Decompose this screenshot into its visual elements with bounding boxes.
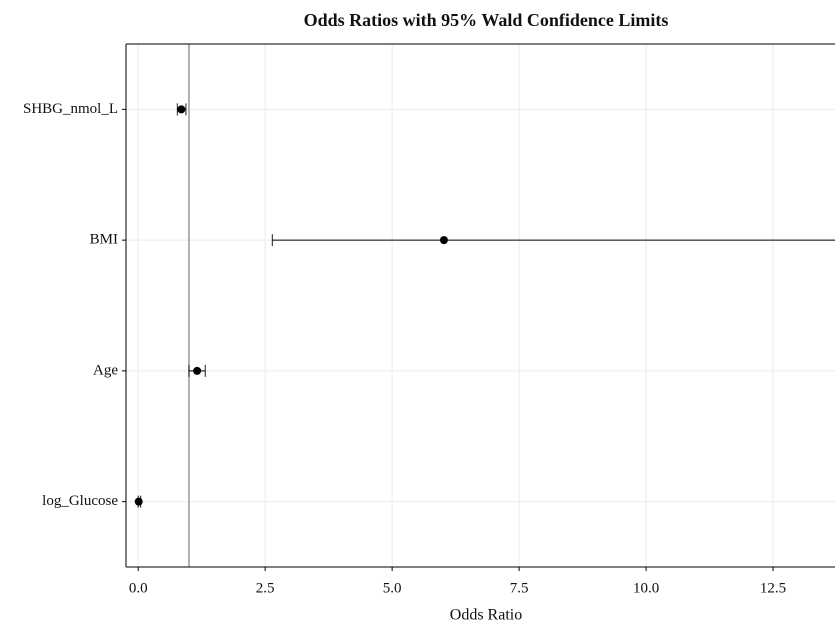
x-tick-label: 10.0 [633,580,659,596]
estimate-point [439,236,448,245]
x-axis-label: Odds Ratio [450,607,522,624]
x-tick-label: 0.0 [129,580,148,596]
y-tick-label: log_Glucose [42,493,118,509]
y-tick-label: Age [93,362,118,378]
x-tick-label: 12.5 [760,580,786,596]
x-tick-label: 7.5 [510,580,529,596]
x-tick-label: 5.0 [383,580,402,596]
y-tick-label: SHBG_nmol_L [23,101,118,117]
estimate-point [193,366,202,375]
grid [126,44,835,567]
x-tick-label: 2.5 [256,580,275,596]
plot-area [134,44,835,567]
estimate-point [177,105,186,114]
y-tick-label: BMI [90,232,118,248]
estimate-point [134,497,143,506]
chart-title: Odds Ratios with 95% Wald Confidence Lim… [304,10,669,30]
